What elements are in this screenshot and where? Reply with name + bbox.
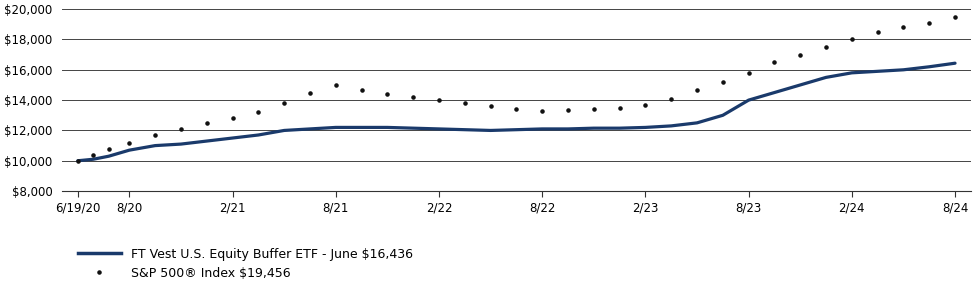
Legend: FT Vest U.S. Equity Buffer ETF - June $16,436, S&P 500® Index $19,456: FT Vest U.S. Equity Buffer ETF - June $1… <box>78 248 413 280</box>
